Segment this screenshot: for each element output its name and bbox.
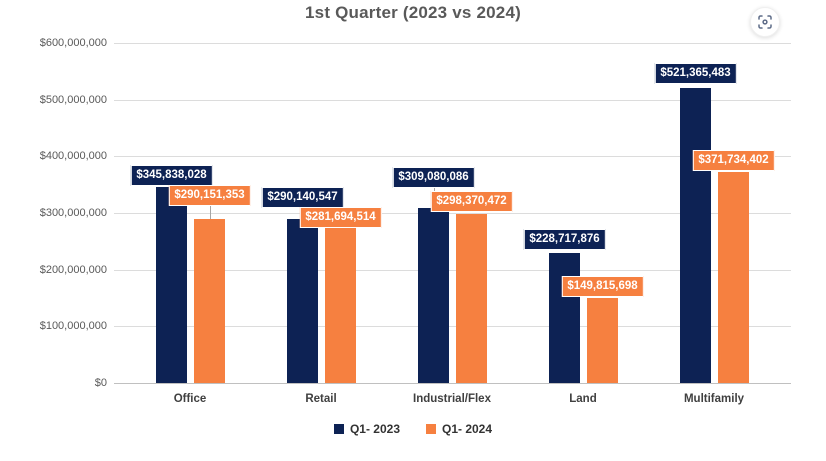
- bar-q1-2024-land: [587, 298, 618, 383]
- y-tick-label: $400,000,000: [39, 150, 107, 162]
- y-tick-label: $300,000,000: [39, 207, 107, 219]
- bar-value-label: $345,838,028: [130, 165, 213, 186]
- gridline: [114, 270, 791, 271]
- gridline: [114, 100, 791, 101]
- legend-item: Q1- 2023: [333, 422, 400, 436]
- chart-legend: Q1- 2023 Q1- 2024: [0, 422, 826, 436]
- bar-value-label: $281,694,514: [299, 207, 382, 228]
- label-leader-line: [210, 206, 211, 219]
- y-tick-label: $200,000,000: [39, 264, 107, 276]
- bar-q1-2023-retail: [287, 218, 318, 383]
- x-category-label: Multifamily: [683, 393, 745, 405]
- y-tick-label: $100,000,000: [39, 320, 107, 332]
- bar-q1-2023-office: [156, 187, 187, 383]
- bar-value-label: $149,815,698: [561, 276, 644, 297]
- x-category-label: Office: [173, 393, 207, 405]
- bar-q1-2024-retail: [325, 223, 356, 383]
- bar-value-label: $290,151,353: [168, 185, 251, 206]
- bar-q1-2024-multifamily: [718, 172, 749, 383]
- x-category-label: Industrial/Flex: [413, 393, 491, 405]
- bar-value-label: $371,734,402: [692, 150, 775, 171]
- legend-label: Q1- 2024: [442, 422, 493, 436]
- bar-value-label: $309,080,086: [392, 167, 475, 188]
- bar-q1-2023-land: [549, 253, 580, 383]
- bar-value-label: $521,365,483: [654, 63, 737, 84]
- gridline: [114, 43, 791, 44]
- y-tick-label: $0: [94, 377, 107, 389]
- legend-swatch: [333, 424, 344, 434]
- x-axis-line: [114, 383, 791, 384]
- legend-swatch: [426, 424, 436, 434]
- gridline: [114, 156, 791, 157]
- chart-title: 1st Quarter (2023 vs 2024): [305, 3, 521, 22]
- bar-value-label: $228,717,876: [523, 229, 606, 250]
- y-tick-label: $600,000,000: [39, 37, 107, 49]
- bar-value-label: $298,370,472: [430, 191, 513, 212]
- y-tick-label: $500,000,000: [39, 94, 107, 106]
- scan-focus-icon: [758, 15, 772, 29]
- legend-label: Q1- 2023: [349, 422, 400, 436]
- legend-item: Q1- 2024: [426, 422, 492, 436]
- gridline: [114, 213, 791, 214]
- bar-q1-2024-office: [194, 218, 225, 383]
- gridline: [114, 326, 791, 327]
- bar-q1-2023-industrial-flex: [418, 207, 449, 383]
- bar-value-label: $290,140,547: [261, 187, 344, 208]
- bar-q1-2023-multifamily: [680, 87, 711, 383]
- x-category-label: Retail: [305, 393, 337, 405]
- fit-view-button[interactable]: [750, 7, 780, 37]
- x-category-label: Land: [569, 393, 597, 405]
- bar-q1-2024-industrial-flex: [456, 213, 487, 383]
